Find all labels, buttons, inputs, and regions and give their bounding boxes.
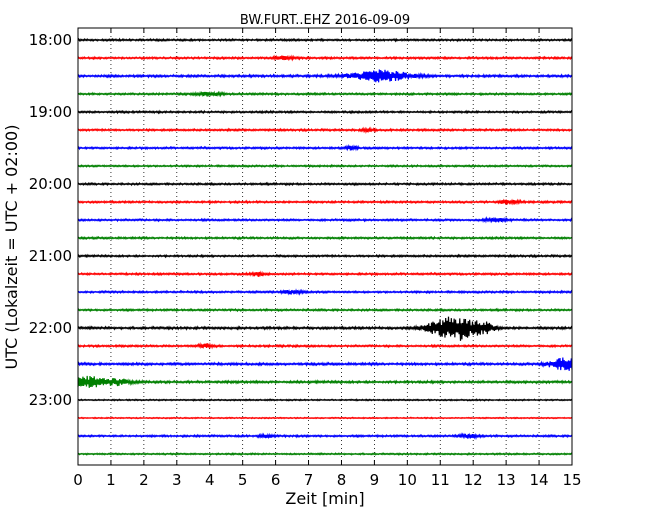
trace-19:15 xyxy=(77,126,573,135)
x-axis-ticks: 0 1 2 3 4 5 6 7 8 9 10 11 12 13 14 15 xyxy=(73,28,582,489)
trace-19:30 xyxy=(77,143,573,152)
trace-21:45 xyxy=(77,307,573,313)
x-tick-label: 10 xyxy=(398,471,417,489)
chart-title: BW.FURT..EHZ 2016-09-09 xyxy=(240,13,410,28)
x-tick-label: 12 xyxy=(464,471,483,489)
x-tick-label: 13 xyxy=(497,471,516,489)
trace-23:45 xyxy=(77,452,573,457)
trace-23:15 xyxy=(77,416,573,420)
x-tick-label: 0 xyxy=(73,471,83,489)
trace-22:15 xyxy=(77,341,573,350)
trace-23:30 xyxy=(77,432,573,441)
x-tick-label: 11 xyxy=(431,471,450,489)
x-tick-label: 1 xyxy=(106,471,116,489)
y-axis-label: UTC (Lokalzeit = UTC + 02:00) xyxy=(2,125,21,370)
trace-21:15 xyxy=(77,270,573,278)
y-tick-label: 21:00 xyxy=(29,247,72,265)
trace-18:30 xyxy=(77,69,573,83)
x-tick-label: 8 xyxy=(337,471,347,489)
x-tick-label: 9 xyxy=(370,471,380,489)
plot-frame xyxy=(77,27,573,466)
trace-20:00 xyxy=(77,181,573,187)
trace-18:15 xyxy=(77,54,573,62)
traces-group xyxy=(77,37,573,457)
y-tick-label: 19:00 xyxy=(29,103,72,121)
trace-18:45 xyxy=(77,90,573,98)
vertical-grid xyxy=(110,28,540,465)
x-tick-label: 3 xyxy=(172,471,182,489)
trace-21:00 xyxy=(77,253,573,259)
y-tick-label: 20:00 xyxy=(29,175,72,193)
x-tick-label: 7 xyxy=(304,471,314,489)
y-tick-label: 23:00 xyxy=(29,391,72,409)
y-tick-label: 18:00 xyxy=(29,31,72,49)
x-axis-label: Zeit [min] xyxy=(285,489,364,508)
y-tick-label: 22:00 xyxy=(29,319,72,337)
trace-21:30 xyxy=(77,288,573,296)
y-axis-ticks: 18:00 19:00 20:00 21:00 22:00 23:00 xyxy=(29,31,572,409)
trace-20:30 xyxy=(77,216,573,224)
x-tick-label: 15 xyxy=(562,471,581,489)
trace-22:30 xyxy=(77,357,573,371)
trace-23:00 xyxy=(77,398,573,402)
x-tick-label: 2 xyxy=(139,471,149,489)
trace-19:45 xyxy=(77,163,573,169)
x-tick-label: 4 xyxy=(205,471,215,489)
x-tick-label: 5 xyxy=(238,471,248,489)
x-tick-label: 6 xyxy=(271,471,281,489)
trace-20:45 xyxy=(77,235,573,241)
trace-22:00 xyxy=(77,316,573,341)
trace-20:15 xyxy=(77,198,573,206)
trace-18:00 xyxy=(77,37,573,43)
trace-19:00 xyxy=(77,109,573,115)
trace-22:45 xyxy=(77,375,573,388)
x-tick-label: 14 xyxy=(530,471,549,489)
